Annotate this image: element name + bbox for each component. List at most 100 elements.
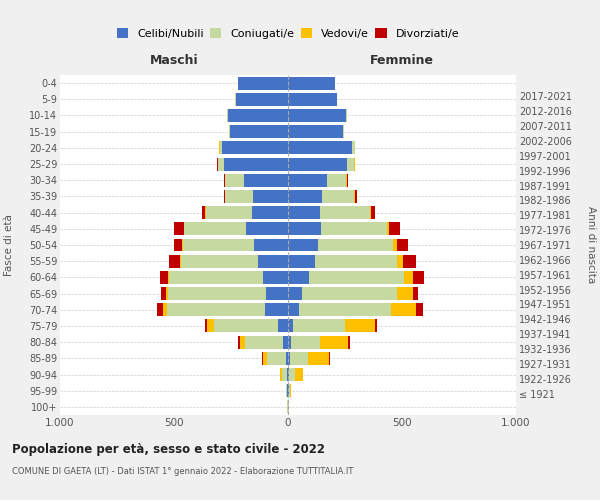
Bar	[220, 142, 222, 154]
Bar	[416, 304, 422, 316]
Bar	[268, 352, 286, 365]
Bar	[205, 320, 207, 332]
Bar	[393, 238, 397, 252]
Bar	[293, 320, 345, 332]
Text: Femmine: Femmine	[370, 54, 434, 68]
Bar	[290, 384, 291, 397]
Legend: Celibi/Nubili, Coniugati/e, Vedovi/e, Divorziati/e: Celibi/Nubili, Coniugati/e, Vedovi/e, Di…	[115, 26, 461, 41]
Bar	[251, 206, 288, 219]
Bar	[291, 336, 320, 348]
Bar	[182, 238, 183, 252]
Bar	[288, 254, 316, 268]
Bar	[286, 384, 287, 397]
Bar	[288, 76, 335, 90]
Bar	[288, 352, 290, 365]
Bar	[321, 222, 387, 235]
Bar	[262, 352, 263, 365]
Bar	[161, 287, 166, 300]
Bar	[259, 254, 288, 268]
Bar	[389, 222, 400, 235]
Bar	[288, 222, 321, 235]
Bar	[302, 287, 397, 300]
Bar	[166, 287, 168, 300]
Bar	[288, 336, 291, 348]
Bar	[327, 174, 346, 186]
Bar	[352, 142, 355, 154]
Bar	[265, 304, 288, 316]
Bar	[288, 384, 289, 397]
Bar	[236, 93, 288, 106]
Bar	[288, 287, 302, 300]
Bar	[217, 158, 218, 170]
Bar	[348, 336, 350, 348]
Bar	[404, 271, 413, 284]
Bar	[168, 271, 169, 284]
Bar	[387, 222, 389, 235]
Bar	[320, 206, 370, 219]
Bar	[283, 368, 287, 381]
Bar	[184, 222, 246, 235]
Bar	[226, 190, 253, 203]
Bar	[287, 368, 288, 381]
Text: Fasce di età: Fasce di età	[4, 214, 14, 276]
Bar	[370, 206, 371, 219]
Bar	[202, 206, 205, 219]
Bar	[181, 254, 259, 268]
Bar	[288, 158, 347, 170]
Bar	[224, 190, 225, 203]
Bar	[289, 384, 290, 397]
Bar	[224, 158, 288, 170]
Bar	[322, 190, 354, 203]
Bar	[227, 109, 288, 122]
Bar	[253, 190, 288, 203]
Bar	[288, 109, 346, 122]
Bar	[288, 190, 322, 203]
Bar	[286, 352, 288, 365]
Text: COMUNE DI GAETA (LT) - Dati ISTAT 1° gennaio 2022 - Elaborazione TUTTITALIA.IT: COMUNE DI GAETA (LT) - Dati ISTAT 1° gen…	[12, 468, 353, 476]
Bar	[224, 174, 225, 186]
Bar	[183, 238, 254, 252]
Bar	[413, 287, 418, 300]
Bar	[246, 222, 288, 235]
Bar	[169, 254, 180, 268]
Bar	[230, 125, 288, 138]
Bar	[317, 238, 393, 252]
Bar	[263, 352, 268, 365]
Bar	[157, 304, 163, 316]
Bar	[288, 271, 308, 284]
Bar	[397, 254, 403, 268]
Bar	[371, 206, 374, 219]
Bar	[175, 222, 184, 235]
Bar	[288, 206, 320, 219]
Bar	[222, 142, 288, 154]
Bar	[397, 287, 413, 300]
Bar	[355, 190, 356, 203]
Bar	[288, 174, 327, 186]
Bar	[229, 125, 230, 138]
Bar	[278, 320, 288, 332]
Bar	[207, 320, 214, 332]
Bar	[391, 304, 416, 316]
Bar	[403, 254, 416, 268]
Bar	[244, 174, 288, 186]
Bar	[168, 287, 266, 300]
Bar	[226, 174, 244, 186]
Bar	[347, 158, 354, 170]
Bar	[214, 320, 278, 332]
Text: Anni di nascita: Anni di nascita	[586, 206, 596, 284]
Bar	[343, 125, 344, 138]
Bar	[160, 271, 168, 284]
Bar	[288, 125, 343, 138]
Bar	[288, 304, 299, 316]
Bar	[288, 238, 317, 252]
Bar	[263, 271, 288, 284]
Bar	[240, 336, 245, 348]
Bar	[174, 238, 182, 252]
Bar	[206, 206, 251, 219]
Text: Maschi: Maschi	[149, 54, 199, 68]
Bar	[245, 336, 283, 348]
Bar	[345, 320, 374, 332]
Bar	[266, 287, 288, 300]
Bar	[167, 304, 265, 316]
Bar	[374, 320, 377, 332]
